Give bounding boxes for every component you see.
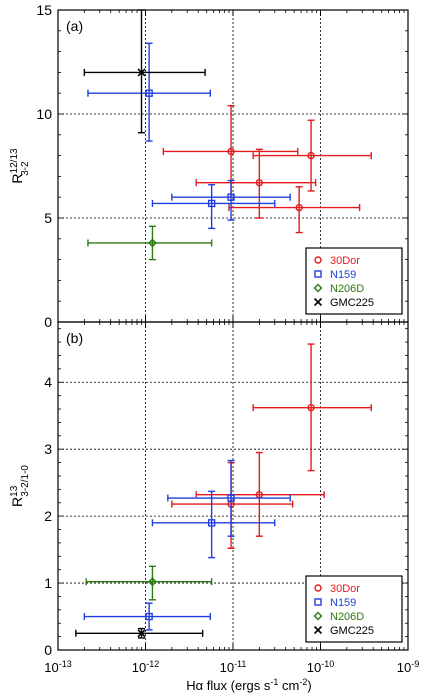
legend-label: 30Dor — [330, 255, 360, 267]
marker-diamond — [147, 238, 157, 248]
panel-label: (a) — [66, 18, 83, 34]
y-tick-label: 3 — [44, 441, 52, 457]
legend-label: N159 — [330, 269, 356, 281]
series-n159 — [87, 42, 291, 230]
legend-label: GMC225 — [330, 297, 374, 309]
marker-diamond — [147, 577, 157, 587]
series-gmc225 — [83, 9, 206, 134]
marker-diamond — [313, 611, 323, 621]
data-point — [87, 225, 213, 261]
data-point — [151, 184, 276, 230]
data-point — [85, 565, 213, 601]
y-axis-label: R133-2/1-0 — [9, 465, 31, 507]
data-point — [195, 148, 317, 219]
marker-square — [227, 494, 235, 502]
data-point — [87, 42, 211, 142]
y-tick-label: 1 — [44, 575, 52, 591]
data-point — [83, 9, 206, 134]
y-axis-label: R12/133-2 — [9, 148, 31, 184]
marker-circle — [227, 147, 235, 156]
data-point — [252, 343, 372, 472]
y-tick-label: 10 — [36, 106, 52, 122]
marker-cross — [313, 297, 323, 307]
marker-circle — [314, 584, 322, 592]
marker-square — [207, 519, 216, 527]
y-tick-label: 4 — [44, 374, 52, 390]
marker-square — [145, 89, 153, 97]
data-point — [252, 119, 372, 192]
x-tick-label: 10-11 — [220, 659, 247, 675]
marker-square — [314, 270, 322, 278]
marker-circle — [307, 151, 315, 160]
x-axis-label: Hα flux (ergs s-1 cm-2) — [186, 677, 311, 693]
legend-box — [305, 575, 403, 643]
marker-circle — [255, 178, 264, 187]
data-point — [171, 461, 294, 549]
series-n206d — [85, 565, 213, 601]
marker-cross — [137, 629, 146, 638]
y-tick-label: 15 — [36, 2, 52, 18]
data-point — [171, 179, 291, 221]
x-tick-label: 10-9 — [397, 659, 419, 675]
series-30dor — [171, 343, 372, 549]
series-gmc225 — [75, 627, 204, 639]
marker-square — [145, 612, 153, 621]
marker-square — [227, 193, 235, 201]
panel-b: 0 1 2 3 4 10-13 10-12 10-11 10-10 10-9 R133-2/1-0 (… — [9, 321, 419, 675]
data-point — [167, 459, 291, 537]
legend: 30Dor N159 N206D GMC225 — [305, 247, 403, 315]
legend-label: N159 — [330, 597, 356, 609]
y-tick-label: 0 — [44, 314, 52, 330]
x-tick-label: 10-13 — [44, 659, 71, 675]
data-point — [228, 186, 361, 234]
series-n206d — [87, 225, 213, 261]
legend-label: GMC225 — [330, 625, 374, 637]
x-tick-label: 10-10 — [307, 659, 334, 675]
plot-frame — [57, 321, 409, 651]
marker-square — [314, 598, 322, 606]
panel-label: (b) — [66, 330, 83, 346]
marker-diamond — [313, 283, 323, 293]
legend-label: N206D — [330, 283, 364, 295]
legend-box — [305, 247, 403, 315]
data-point — [195, 451, 325, 537]
y-tick-label: 2 — [44, 508, 52, 524]
marker-circle — [314, 256, 322, 264]
legend: 30Dor N159 N206D GMC225 — [305, 575, 403, 643]
legend-label: 30Dor — [330, 583, 360, 595]
legend-label: N206D — [330, 611, 364, 623]
panel-a: 0 5 10 15 R12/133-2 (a) 30Dor N159 N206D GMC225 — [9, 2, 409, 330]
marker-cross — [313, 625, 323, 635]
marker-circle — [295, 203, 303, 212]
y-tick-label: 0 — [44, 642, 52, 658]
marker-circle — [307, 403, 315, 412]
marker-cross — [137, 68, 146, 77]
data-point — [151, 490, 276, 559]
series-30dor — [162, 104, 372, 234]
y-tick-label: 5 — [44, 210, 52, 226]
x-tick-label: 10-12 — [132, 659, 159, 675]
series-n159 — [83, 459, 291, 631]
data-point — [75, 627, 204, 639]
data-point — [83, 602, 211, 631]
marker-square — [207, 199, 216, 208]
